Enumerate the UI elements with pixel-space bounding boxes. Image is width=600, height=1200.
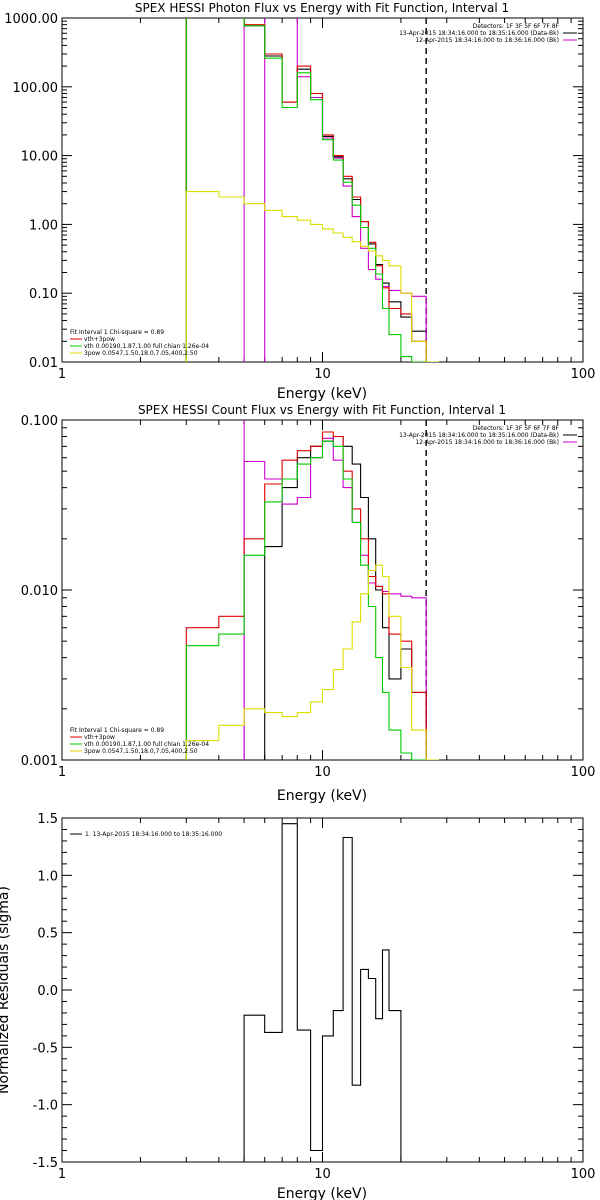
series-group xyxy=(185,18,439,362)
x-tick-label: 10 xyxy=(314,1167,331,1182)
legend-bottom-entry: Fit Interval 1 Chi-square = 0.89 xyxy=(70,329,164,336)
series-line-0 xyxy=(185,18,427,362)
x-tick-label: 1 xyxy=(58,765,66,780)
x-tick-label: 100 xyxy=(571,367,596,382)
legend-bottom-entry: vth 0.00190,1.87,1.00 full chian 1.26e-0… xyxy=(84,741,209,748)
series-line-1 xyxy=(264,18,427,362)
photon-flux-panel: SPEX HESSI Photon Flux vs Energy with Fi… xyxy=(4,1,595,402)
count-flux-title: SPEX HESSI Count Flux vs Energy with Fit… xyxy=(138,403,506,417)
photon-flux-plot-area: 1 10 100 1000.00 100.00 10.00 1.00 0.10 0.01 Dete… xyxy=(4,12,595,382)
legend-top-entry: 13-Apr-2015 18:34:16.000 to 18:35:16.000… xyxy=(399,432,559,439)
residuals-x-axis-label: Energy (keV) xyxy=(277,1186,367,1200)
series-line-0 xyxy=(264,435,427,760)
series-group xyxy=(185,420,439,760)
legend-bottom-entry: vth 0.00190,1.87,1.00 full chian 1.26e-0… xyxy=(84,343,209,350)
x-tick-label: 1 xyxy=(58,1167,66,1182)
series-line-0 xyxy=(243,823,402,1162)
legend-top-entry: 13-Apr-2015 18:34:16.000 to 18:35:16.000… xyxy=(399,30,559,37)
legend-top-entry: 12-Apr-2015 18:34:16.000 to 18:36:16.000… xyxy=(415,439,559,446)
legend-top-entry: 12-Apr-2015 18:34:16.000 to 18:36:16.000… xyxy=(415,37,559,44)
legend-top-entry: Detectors: 1F 3F 5F 6F 7F 8F xyxy=(473,425,560,432)
y-tick-label: 0.010 xyxy=(21,584,58,599)
residuals-plot-area: 1 10 100 1.5 1.0 0.5 0.0 -0.5 -1.0 -1.5 1. 13-Apr-… xyxy=(33,812,596,1182)
y-tick-label: 1.00 xyxy=(29,218,58,233)
count-flux-x-axis-label: Energy (keV) xyxy=(277,788,367,804)
photon-flux-title: SPEX HESSI Photon Flux vs Energy with Fi… xyxy=(135,1,509,15)
x-tick-label: 10 xyxy=(314,765,331,780)
y-tick-label: 0.100 xyxy=(21,414,58,429)
legend-bottom-entry: vth+3pow xyxy=(84,734,115,741)
y-tick-label: 1.0 xyxy=(37,869,58,884)
y-tick-label: 0.10 xyxy=(29,287,58,302)
legend-top-entry: Detectors: 1F 3F 5F 6F 7F 8F xyxy=(473,23,560,30)
residuals-panel: 1 10 100 1.5 1.0 0.5 0.0 -0.5 -1.0 -1.5 1. 13-Apr-… xyxy=(0,812,595,1200)
legend-bottom-entry: 3pow 0.0547,1.50,18.0,7.05,400,2.50 xyxy=(84,350,198,357)
y-tick-label: 0.0 xyxy=(37,984,58,999)
y-tick-label: 0.01 xyxy=(29,356,58,371)
count-flux-panel: SPEX HESSI Count Flux vs Energy with Fit… xyxy=(21,403,596,804)
x-tick-label: 100 xyxy=(571,1167,596,1182)
x-tick-label: 1 xyxy=(58,367,66,382)
legend-bottom-entry: Fit Interval 1 Chi-square = 0.89 xyxy=(70,727,164,734)
photon-flux-x-axis-label: Energy (keV) xyxy=(277,386,367,402)
y-tick-label: 10.00 xyxy=(21,150,58,165)
y-tick-label: 100.00 xyxy=(13,81,59,96)
series-line-3 xyxy=(185,440,427,760)
residuals-y-axis-label: Normalized Residuals (sigma) xyxy=(0,886,12,1094)
series-group xyxy=(243,823,402,1162)
x-tick-label: 100 xyxy=(571,765,596,780)
series-line-4 xyxy=(185,564,439,760)
series-line-1 xyxy=(243,437,427,760)
legend-bottom-entry: vth+3pow xyxy=(84,336,115,343)
plot-frame xyxy=(61,419,584,761)
y-tick-label: -0.5 xyxy=(33,1041,58,1056)
legend-bottom-entry: 3pow 0.0547,1.50,18.0,7.05,400,2.50 xyxy=(84,748,198,755)
x-tick-label: 10 xyxy=(314,367,331,382)
series-line-4 xyxy=(185,191,439,362)
plot-frame xyxy=(61,17,584,363)
y-tick-label: 1000.00 xyxy=(4,12,58,27)
y-tick-label: -1.5 xyxy=(33,1156,58,1171)
y-tick-label: 0.001 xyxy=(21,754,58,769)
count-flux-plot-area: 1 10 100 0.100 0.010 0.001 Detectors: 1F 3F 5F… xyxy=(21,414,596,780)
y-tick-label: 0.5 xyxy=(37,927,58,942)
y-tick-label: -1.0 xyxy=(33,1099,58,1114)
y-tick-label: 1.5 xyxy=(37,812,58,827)
series-line-3 xyxy=(185,18,427,362)
legend-entry: 1. 13-Apr-2015 18:34:16.000 to 18:35:16.… xyxy=(85,831,222,838)
